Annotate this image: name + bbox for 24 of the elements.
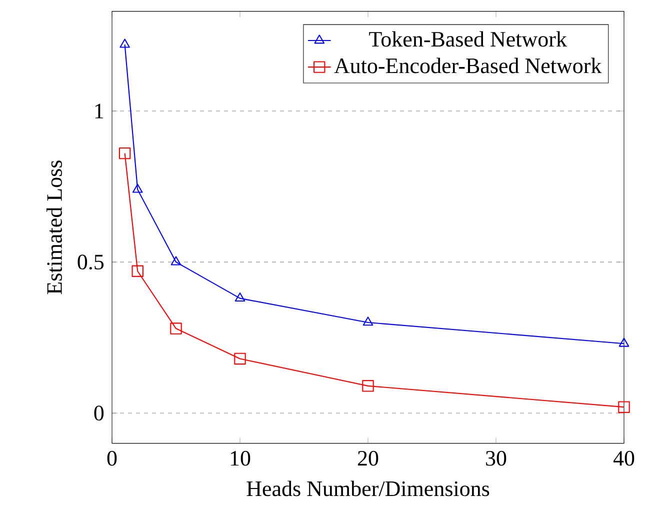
x-tick-label: 40 <box>613 450 634 466</box>
x-tick-label: 0 <box>107 450 117 466</box>
point <box>132 265 144 277</box>
point <box>618 401 630 413</box>
point <box>118 147 131 160</box>
legend-label: Auto-Encoder-Based Network <box>334 58 602 74</box>
point <box>362 380 374 392</box>
y-axis-title: Estimated Loss <box>46 160 62 294</box>
point <box>234 352 246 365</box>
x-axis-title: Heads Number/Dimensions <box>246 480 490 496</box>
point <box>170 256 182 266</box>
y-tick-label: 1 <box>95 104 104 118</box>
point <box>618 338 630 347</box>
x-tick-label: 30 <box>486 450 506 466</box>
y-tick-label: 0 <box>94 406 104 421</box>
point <box>120 38 130 48</box>
point <box>132 184 143 193</box>
point <box>362 316 374 326</box>
legend-label: Token-Based Network <box>369 31 567 47</box>
point <box>234 292 246 302</box>
x-tick-label: 20 <box>358 450 378 466</box>
y-tick-label: 0.5 <box>78 254 104 270</box>
point <box>170 322 182 334</box>
x-tick-label: 10 <box>230 450 250 466</box>
